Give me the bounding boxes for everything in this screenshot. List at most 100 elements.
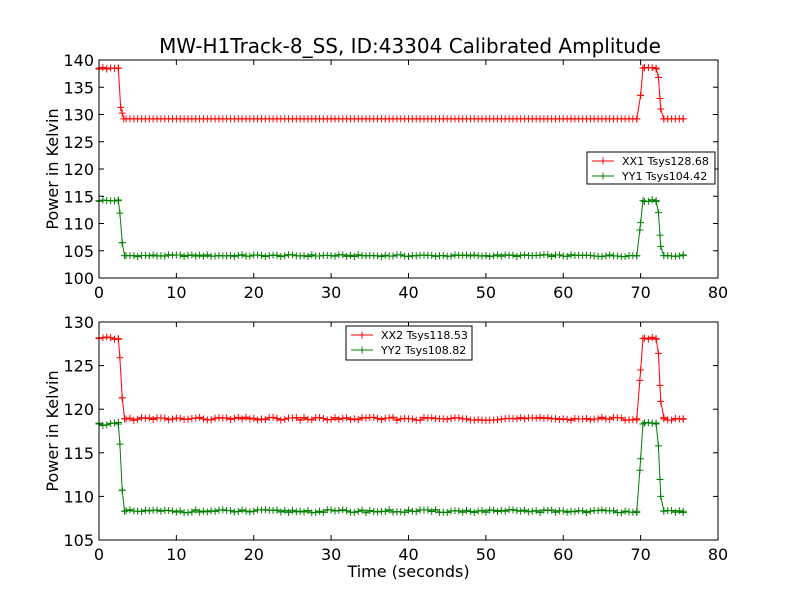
data-point-marker (165, 506, 173, 514)
data-point-marker (571, 414, 579, 422)
data-point-marker (339, 251, 347, 259)
data-point-marker (606, 415, 614, 423)
data-point-marker (335, 415, 343, 423)
y-tick-label: 120 (63, 160, 94, 179)
data-point-marker (470, 251, 478, 259)
data-point-marker (354, 507, 362, 515)
y-tick-label: 125 (63, 357, 94, 376)
data-point-marker (639, 420, 647, 428)
data-point-marker (227, 252, 235, 260)
data-point-marker (412, 252, 420, 260)
data-point-marker (339, 506, 347, 514)
legend-label: XX1 Tsys128.68 (622, 155, 709, 168)
data-point-marker (257, 251, 265, 259)
data-point-marker (579, 507, 587, 515)
data-point-marker (656, 231, 664, 239)
data-point-marker (126, 506, 134, 514)
data-point-marker (242, 413, 250, 421)
y-tick-label: 120 (63, 400, 94, 419)
data-point-marker (532, 414, 540, 422)
data-point-marker (339, 414, 347, 422)
x-tick-label: 0 (94, 545, 104, 564)
data-point-marker (621, 507, 629, 515)
data-point-marker (114, 197, 122, 205)
data-point-marker (114, 64, 122, 72)
x-tick-label: 50 (476, 545, 496, 564)
data-point-marker (552, 415, 560, 423)
data-point-marker (636, 376, 644, 384)
data-point-marker (99, 422, 107, 430)
data-point-marker (637, 455, 645, 463)
data-point-marker (567, 251, 575, 259)
data-point-marker (116, 354, 124, 362)
data-point-marker (671, 252, 679, 260)
data-point-marker (501, 507, 509, 515)
data-point-marker (211, 414, 219, 422)
data-point-marker (610, 507, 618, 515)
data-point-marker (668, 507, 676, 515)
data-point-marker (463, 506, 471, 514)
data-point-marker (451, 251, 459, 259)
series-yy2 (95, 419, 687, 517)
x-tick-label: 10 (166, 283, 186, 302)
data-point-marker (654, 209, 662, 217)
data-point-marker (636, 466, 644, 474)
data-point-marker (652, 335, 660, 343)
series-yy1 (95, 196, 687, 261)
data-point-marker (559, 507, 567, 515)
data-point-marker (640, 334, 648, 342)
data-point-marker (327, 506, 335, 514)
data-point-marker (598, 506, 606, 514)
data-point-marker (227, 415, 235, 423)
data-point-marker (428, 251, 436, 259)
data-point-marker (99, 334, 107, 342)
data-point-marker (416, 416, 424, 424)
y-tick-label: 135 (63, 78, 94, 97)
data-point-marker (563, 415, 571, 423)
data-point-marker (412, 508, 420, 516)
data-point-marker (234, 413, 242, 421)
data-point-marker (381, 507, 389, 515)
data-point-marker (555, 416, 563, 424)
data-point-marker (633, 415, 641, 423)
data-point-marker (169, 507, 177, 515)
data-point-marker (134, 253, 142, 261)
data-point-marker (103, 333, 111, 341)
data-point-marker (493, 251, 501, 259)
data-point-marker (316, 252, 324, 260)
x-tick-label: 40 (398, 283, 418, 302)
data-point-marker (474, 416, 482, 424)
data-point-marker (165, 251, 173, 259)
data-point-marker (509, 506, 517, 514)
data-point-marker (657, 492, 665, 500)
data-point-marker (176, 251, 184, 259)
x-tick-label: 40 (398, 545, 418, 564)
data-point-marker (199, 415, 207, 423)
data-point-marker (493, 416, 501, 424)
x-tick-label: 30 (321, 283, 341, 302)
data-point-marker (381, 251, 389, 259)
data-point-marker (207, 416, 215, 424)
data-point-marker (250, 507, 258, 515)
y-tick-label: 130 (63, 106, 94, 125)
y-tick-label: 110 (63, 487, 94, 506)
data-point-marker (149, 251, 157, 259)
data-point-marker (366, 507, 374, 515)
data-point-marker (296, 507, 304, 515)
data-point-marker (230, 508, 238, 516)
data-point-marker (513, 415, 521, 423)
x-tick-label: 10 (166, 545, 186, 564)
data-point-marker (374, 508, 382, 516)
y-tick-label: 105 (63, 531, 94, 550)
data-point-marker (196, 251, 204, 259)
data-point-marker (192, 414, 200, 422)
data-point-marker (203, 251, 211, 259)
data-point-marker (555, 251, 563, 259)
data-point-marker (335, 506, 343, 514)
x-tick-label: 80 (708, 283, 728, 302)
data-point-marker (637, 219, 645, 227)
data-point-marker (184, 509, 192, 517)
data-point-marker (265, 252, 273, 260)
data-point-marker (219, 506, 227, 514)
data-point-marker (273, 414, 281, 422)
